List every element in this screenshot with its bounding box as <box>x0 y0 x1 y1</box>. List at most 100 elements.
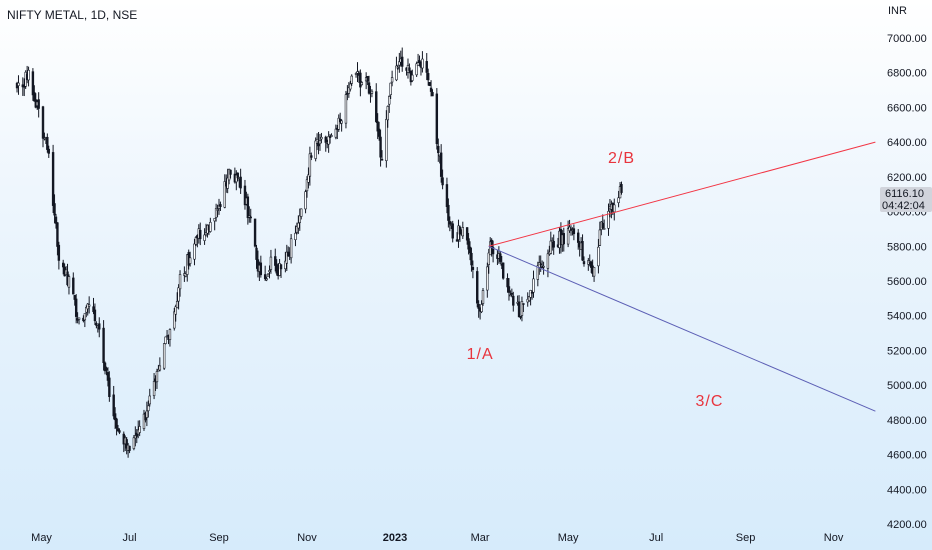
time-axis[interactable]: May Jul Sep Nov 2023 Mar May Jul Sep Nov <box>31 532 844 544</box>
time-axis-tick-label: Sep <box>736 532 756 544</box>
candle <box>376 113 379 140</box>
candle <box>125 437 128 455</box>
candle <box>145 401 149 427</box>
candle <box>142 409 146 431</box>
time-axis-tick-label: Jul <box>649 532 663 544</box>
candle <box>359 69 362 97</box>
time-axis-tick-label: Nov <box>297 532 317 544</box>
candle <box>174 304 177 322</box>
candle <box>388 95 391 113</box>
candle <box>294 225 297 247</box>
candle <box>577 229 580 250</box>
resistance-trendline[interactable] <box>488 141 876 247</box>
candle <box>188 251 192 267</box>
candle <box>274 248 277 272</box>
price-axis-tick-label: 6200.00 <box>887 172 927 184</box>
candle <box>269 249 273 274</box>
time-axis-tick-label: Jul <box>123 532 137 544</box>
candle <box>246 193 250 225</box>
candle <box>581 234 584 261</box>
candle <box>344 90 348 129</box>
candle <box>204 223 208 237</box>
candle <box>236 172 239 182</box>
candle <box>46 133 49 153</box>
candle <box>520 296 524 322</box>
candle <box>356 62 359 83</box>
candle <box>328 134 332 144</box>
candle <box>112 385 115 420</box>
candle <box>83 313 87 328</box>
candle <box>178 270 182 297</box>
price-axis-tick-label: 5400.00 <box>887 311 927 323</box>
candle <box>175 292 179 309</box>
candle <box>249 208 252 223</box>
candle <box>366 76 369 86</box>
last-price-tag: 6116.10 04:42:04 <box>880 187 932 212</box>
candle <box>57 241 61 270</box>
bar-countdown: 04:42:04 <box>882 200 925 212</box>
candle <box>255 244 258 269</box>
candle <box>429 80 433 97</box>
candle <box>47 145 50 158</box>
candle <box>377 121 381 141</box>
candle <box>33 85 36 102</box>
candle <box>602 219 606 230</box>
price-axis-tick-label: 7000.00 <box>887 33 927 45</box>
candle <box>297 215 300 234</box>
price-tag-background <box>880 187 932 212</box>
candle <box>194 236 198 246</box>
candle <box>253 218 257 248</box>
candle <box>354 72 358 78</box>
candle <box>85 305 88 318</box>
time-axis-tick-label: May <box>558 532 579 544</box>
price-axis[interactable]: 4200.00 4400.00 4600.00 4800.00 5000.00 5200.… <box>887 33 927 531</box>
wave-label: 2/B <box>608 150 635 167</box>
candle <box>337 114 340 132</box>
candle <box>216 204 219 218</box>
candle <box>522 303 525 313</box>
candle <box>509 290 512 297</box>
candle <box>248 206 251 223</box>
candle <box>41 105 45 148</box>
candle <box>209 217 212 233</box>
candle <box>510 288 514 298</box>
candle <box>235 170 238 191</box>
candle <box>597 238 600 274</box>
price-axis-tick-label: 4800.00 <box>887 415 927 427</box>
candle <box>465 227 469 245</box>
candle <box>487 248 490 274</box>
candle <box>421 51 424 73</box>
candle <box>51 144 55 214</box>
candle <box>536 261 540 287</box>
candle <box>132 435 136 451</box>
candle <box>27 66 30 87</box>
candle <box>458 225 462 242</box>
candle <box>375 83 378 124</box>
candle <box>530 290 534 300</box>
price-axis-tick-label: 5200.00 <box>887 345 927 357</box>
price-axis-tick-label: 6400.00 <box>887 137 927 149</box>
candle <box>507 278 511 301</box>
candle <box>314 137 317 162</box>
candle <box>389 82 392 100</box>
candle <box>607 203 610 236</box>
candle <box>67 274 71 295</box>
candle <box>265 276 268 282</box>
price-axis-tick-label: 4200.00 <box>887 519 927 531</box>
candle <box>486 262 489 298</box>
candle <box>572 224 576 241</box>
candle <box>304 189 307 214</box>
candle <box>287 246 290 257</box>
support-trendline[interactable] <box>488 245 876 412</box>
candle <box>243 179 247 210</box>
time-axis-tick-label: May <box>31 532 52 544</box>
candle <box>73 295 76 306</box>
candle <box>95 321 98 329</box>
time-axis-tick-label: 2023 <box>383 532 407 544</box>
candle <box>598 221 602 247</box>
candle <box>512 291 515 312</box>
candle <box>54 213 58 229</box>
candle <box>118 428 121 435</box>
